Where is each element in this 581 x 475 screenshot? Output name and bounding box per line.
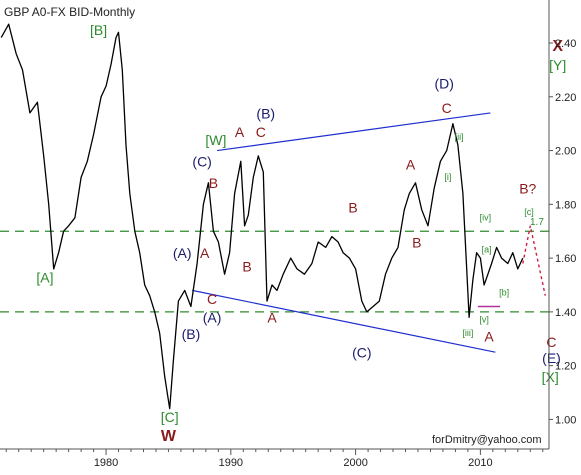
wave-label: [v] <box>479 315 489 325</box>
wave-label: W <box>161 428 177 445</box>
x-tick-label: 1980 <box>94 457 118 469</box>
x-tick-label: 1990 <box>219 457 243 469</box>
resistance-label: 1.7 <box>530 217 544 228</box>
wave-label: (D) <box>434 76 453 92</box>
wave-label: B? <box>519 181 536 197</box>
y-tick-label: 1.00 <box>555 414 576 426</box>
wave-label: [X] <box>542 369 559 385</box>
wave-label: A <box>484 328 494 344</box>
wave-label: C <box>546 334 556 350</box>
wave-label: (A) <box>173 245 192 261</box>
projection-path <box>522 225 546 296</box>
wave-label: B <box>348 199 357 215</box>
wave-label: (A) <box>203 310 222 326</box>
wave-label: [C] <box>161 409 179 425</box>
wave-label: (E) <box>542 350 561 366</box>
wave-label: [a] <box>482 245 492 255</box>
wave-label: [iv] <box>480 212 492 222</box>
chart-title: GBP A0-FX BID-Monthly <box>4 5 135 19</box>
wave-label: (B) <box>256 105 275 121</box>
upper-channel-line <box>217 112 491 152</box>
x-tick-label: 2000 <box>343 457 367 469</box>
y-tick-label: 1.40 <box>555 307 576 319</box>
wave-label: (B) <box>182 326 201 342</box>
y-tick-label: 2.20 <box>555 92 576 104</box>
wave-label: [B] <box>90 22 107 38</box>
wave-label: (C) <box>352 345 371 361</box>
price-series-line <box>0 23 524 410</box>
wave-label: [ii] <box>455 132 464 142</box>
wave-label: B <box>242 259 251 275</box>
wave-label: [i] <box>444 172 451 182</box>
lower-channel-line <box>192 289 496 353</box>
wave-label: [W] <box>205 132 226 148</box>
x-tick-label: 2010 <box>468 457 492 469</box>
watermark: forDmitry@yahoo.com <box>432 434 542 446</box>
wave-label: [c] <box>524 207 534 217</box>
wave-label: A <box>200 245 210 261</box>
wave-label: [Y] <box>549 57 566 73</box>
wave-label: A <box>267 310 277 326</box>
wave-label: C <box>442 100 452 116</box>
wave-label: [b] <box>499 288 509 298</box>
y-tick-label: 2.00 <box>555 146 576 158</box>
wave-label: C <box>207 291 217 307</box>
wave-label: B <box>412 234 421 250</box>
wave-label: (C) <box>192 154 211 170</box>
y-tick-label: 1.80 <box>555 199 576 211</box>
y-tick-label: 2.40 <box>555 38 576 50</box>
wave-label: [iii] <box>462 328 473 338</box>
wave-label: A <box>235 124 245 140</box>
y-tick-label: 1.20 <box>555 361 576 373</box>
wave-label: B <box>209 175 218 191</box>
y-tick-label: 1.60 <box>555 253 576 265</box>
wave-label: C <box>256 124 266 140</box>
wave-label: A <box>406 156 416 172</box>
wave-label: [A] <box>36 269 53 285</box>
wave-label: X <box>552 38 563 55</box>
